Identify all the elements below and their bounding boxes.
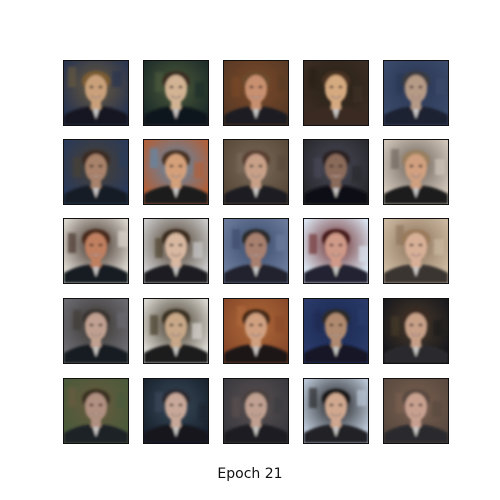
face-portrait [384,379,448,443]
sample-image [383,378,449,444]
sample-image [143,218,209,284]
sample-image [63,60,129,126]
face-portrait [224,379,288,443]
sample-image [223,298,289,364]
face-portrait [384,299,448,363]
sample-image [383,139,449,205]
face-portrait [304,299,368,363]
sample-image [63,139,129,205]
sample-image [223,139,289,205]
sample-image [303,378,369,444]
face-portrait [304,61,368,125]
face-portrait [384,140,448,204]
epoch-caption: Epoch 21 [217,466,283,482]
sample-image [223,60,289,126]
sample-image [303,218,369,284]
face-portrait [64,140,128,204]
face-portrait [144,299,208,363]
sample-image [63,378,129,444]
sample-image [383,218,449,284]
face-portrait [304,379,368,443]
sample-image [303,298,369,364]
sample-image [143,298,209,364]
sample-image [223,378,289,444]
face-portrait [224,61,288,125]
sample-image [63,298,129,364]
face-portrait [384,219,448,283]
face-portrait [144,379,208,443]
face-portrait [144,61,208,125]
sample-image [143,378,209,444]
sample-image [223,218,289,284]
sample-image [383,60,449,126]
face-portrait [304,219,368,283]
sample-image [383,298,449,364]
sample-image [143,139,209,205]
face-portrait [144,219,208,283]
face-portrait [384,61,448,125]
face-portrait [64,219,128,283]
sample-image [303,139,369,205]
face-portrait [64,379,128,443]
face-portrait [304,140,368,204]
face-portrait [144,140,208,204]
face-portrait [64,299,128,363]
sample-grid [63,60,451,446]
face-portrait [224,299,288,363]
face-portrait [224,140,288,204]
sample-image [63,218,129,284]
sample-image [143,60,209,126]
sample-image [303,60,369,126]
face-portrait [64,61,128,125]
face-portrait [224,219,288,283]
